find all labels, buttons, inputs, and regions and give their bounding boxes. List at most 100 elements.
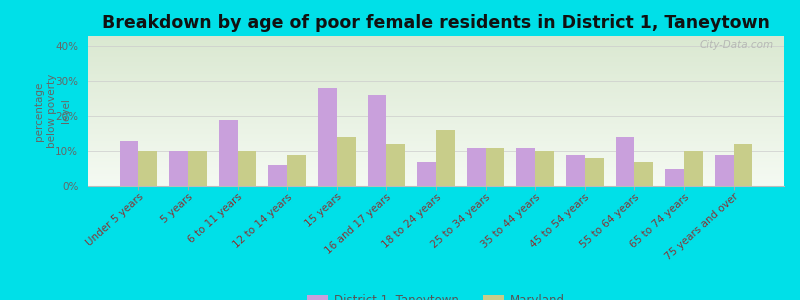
Bar [88,70,784,72]
Bar [88,142,784,144]
Bar [88,117,784,118]
Bar [88,92,784,93]
Bar [88,80,784,81]
Bar [88,56,784,57]
Bar [88,178,784,180]
Bar [88,66,784,68]
Bar [88,44,784,45]
Bar [88,61,784,63]
Bar [219,120,238,186]
Bar [88,88,784,90]
Bar [88,159,784,160]
Bar [535,151,554,186]
Bar [516,148,535,186]
Bar [88,165,784,166]
Bar [88,184,784,186]
Bar [88,153,784,154]
Bar [88,74,784,75]
Bar [287,154,306,186]
Bar [88,99,784,100]
Bar [88,48,784,50]
Bar [88,78,784,80]
Bar [88,36,784,38]
Bar [88,45,784,46]
Bar [665,169,684,186]
Bar [88,106,784,108]
Bar [88,100,784,102]
Bar [88,156,784,158]
Bar [88,126,784,128]
Bar [88,171,784,172]
Bar [88,176,784,177]
Bar [88,98,784,99]
Bar [88,180,784,182]
Bar [88,169,784,171]
Bar [88,58,784,60]
Bar [170,151,188,186]
Bar [88,152,784,153]
Bar [88,150,784,152]
Bar [88,134,784,135]
Bar [88,114,784,116]
Bar [88,90,784,92]
Bar [88,93,784,94]
Bar [88,38,784,39]
Bar [88,138,784,140]
Bar [88,148,784,150]
Bar [88,50,784,51]
Bar [367,95,386,186]
Bar [88,116,784,117]
Bar [88,146,784,147]
Bar [88,120,784,122]
Bar [88,82,784,84]
Bar [88,40,784,42]
Bar [436,130,455,186]
Bar [337,137,356,186]
Bar [88,75,784,76]
Text: City-Data.com: City-Data.com [699,40,774,50]
Legend: District 1, Taneytown, Maryland: District 1, Taneytown, Maryland [307,294,565,300]
Bar [486,148,505,186]
Bar [88,46,784,48]
Bar [88,110,784,111]
Bar [88,168,784,170]
Bar [88,118,784,120]
Bar [88,174,784,176]
Y-axis label: percentage
below poverty
level: percentage below poverty level [34,74,70,148]
Bar [88,124,784,126]
Bar [120,141,138,186]
Bar [88,96,784,98]
Bar [88,132,784,134]
Bar [88,112,784,114]
Bar [88,81,784,82]
Bar [88,128,784,129]
Bar [238,151,257,186]
Bar [88,160,784,162]
Bar [88,129,784,130]
Bar [88,144,784,146]
Bar [634,162,653,186]
Bar [88,136,784,138]
Bar [585,158,604,186]
Bar [188,151,207,186]
Bar [88,103,784,105]
Bar [88,57,784,58]
Bar [88,51,784,52]
Bar [88,122,784,123]
Bar [88,108,784,110]
Bar [88,167,784,168]
Bar [88,87,784,88]
Bar [88,72,784,74]
Bar [386,144,406,186]
Bar [566,154,585,186]
Bar [88,39,784,40]
Bar [88,94,784,96]
Bar [88,54,784,56]
Bar [88,140,784,141]
Title: Breakdown by age of poor female residents in District 1, Taneytown: Breakdown by age of poor female resident… [102,14,770,32]
Bar [88,105,784,106]
Bar [318,88,337,186]
Bar [88,64,784,66]
Bar [88,42,784,44]
Bar [88,85,784,87]
